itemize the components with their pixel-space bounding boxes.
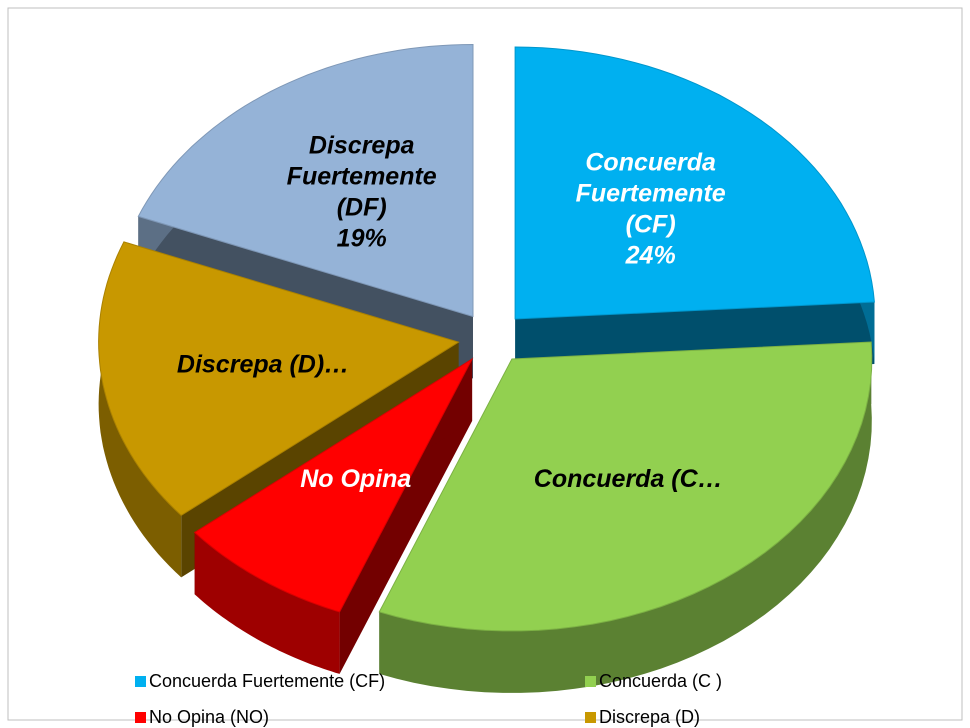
slice-wall xyxy=(379,342,872,693)
slice xyxy=(514,46,875,320)
data-label-line: Discrepa xyxy=(309,131,415,159)
data-label-line: (CF) xyxy=(626,210,676,238)
slice xyxy=(98,241,460,517)
slice xyxy=(193,357,474,613)
data-label-line: Discrepa (D)… xyxy=(177,350,349,378)
data-label-line: (DF) xyxy=(337,193,387,221)
data-label-line: No Opina xyxy=(300,465,411,493)
data-label: Concuerda Fuertemente (CF) 24% xyxy=(576,148,726,269)
legend-label: Concuerda (C ) xyxy=(599,671,722,691)
data-label-line: 19% xyxy=(337,224,387,252)
data-label-line: Concuerda xyxy=(585,148,716,176)
data-label-line: Concuerda (C… xyxy=(534,465,723,493)
legend-swatch xyxy=(585,676,596,687)
data-label: Concuerda (C… xyxy=(534,465,723,493)
legend-swatch xyxy=(585,712,596,723)
data-label: No Opina xyxy=(300,465,411,493)
slice-wall xyxy=(98,241,182,578)
data-label-line: 24% xyxy=(625,241,676,269)
slice xyxy=(137,43,474,318)
legend-label: No Opina (NO) xyxy=(149,707,269,727)
data-label-line: Fuertemente xyxy=(576,179,726,207)
slice-wall xyxy=(194,532,340,674)
legend-swatch xyxy=(135,676,146,687)
data-label: Discrepa Fuertemente (DF) 19% xyxy=(287,131,437,252)
data-label: Discrepa (D)… xyxy=(177,350,349,378)
legend-swatch xyxy=(135,712,146,723)
legend-label: Discrepa (D) xyxy=(599,707,700,727)
slice xyxy=(378,341,873,632)
data-label-line: Fuertemente xyxy=(287,162,437,190)
legend-label: Concuerda Fuertemente (CF) xyxy=(149,671,385,691)
